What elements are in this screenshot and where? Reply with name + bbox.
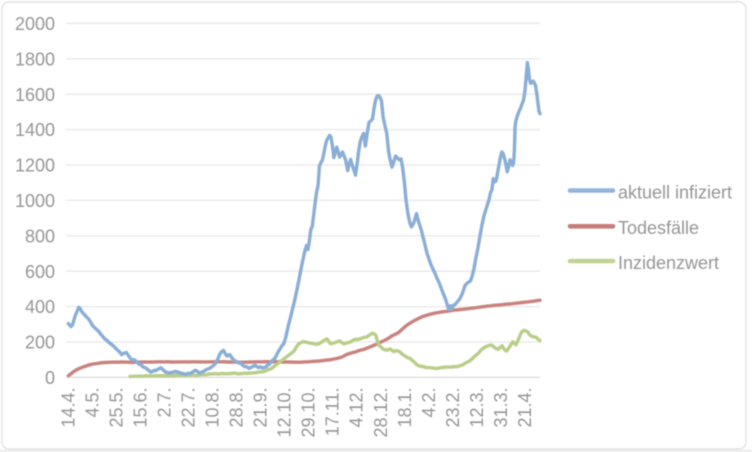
svg-text:0: 0 — [45, 368, 55, 388]
svg-text:2000: 2000 — [15, 14, 55, 34]
svg-text:12.10.: 12.10. — [275, 388, 295, 438]
svg-text:18.1.: 18.1. — [395, 388, 415, 428]
svg-text:28.8.: 28.8. — [227, 388, 247, 428]
svg-text:2.7.: 2.7. — [155, 388, 175, 418]
svg-text:29.10.: 29.10. — [299, 388, 319, 438]
svg-text:25.5.: 25.5. — [107, 388, 127, 428]
svg-text:Inzidenzwert: Inzidenzwert — [618, 253, 719, 273]
svg-text:600: 600 — [25, 262, 55, 282]
svg-text:1800: 1800 — [15, 49, 55, 69]
svg-text:800: 800 — [25, 226, 55, 246]
svg-text:1000: 1000 — [15, 191, 55, 211]
svg-text:10.8.: 10.8. — [203, 388, 223, 428]
svg-text:4.2.: 4.2. — [419, 388, 439, 418]
svg-text:15.6.: 15.6. — [131, 388, 151, 428]
svg-text:23.2.: 23.2. — [443, 388, 463, 428]
svg-text:31.3.: 31.3. — [491, 388, 511, 428]
svg-text:4.12.: 4.12. — [347, 388, 367, 428]
svg-text:1600: 1600 — [15, 85, 55, 105]
svg-text:12.3.: 12.3. — [467, 388, 487, 428]
svg-text:22.7.: 22.7. — [179, 388, 199, 428]
svg-text:21.9.: 21.9. — [251, 388, 271, 428]
svg-text:28.12.: 28.12. — [371, 388, 391, 438]
svg-text:400: 400 — [25, 297, 55, 317]
svg-text:4.5.: 4.5. — [83, 388, 103, 418]
svg-text:21.4.: 21.4. — [515, 388, 535, 428]
svg-text:200: 200 — [25, 333, 55, 353]
svg-text:Todesfälle: Todesfälle — [618, 218, 699, 238]
svg-text:14.4.: 14.4. — [59, 388, 79, 428]
svg-text:1200: 1200 — [15, 156, 55, 176]
svg-text:aktuell infiziert: aktuell infiziert — [618, 182, 732, 202]
svg-text:17.11.: 17.11. — [323, 388, 343, 437]
svg-text:1400: 1400 — [15, 120, 55, 140]
